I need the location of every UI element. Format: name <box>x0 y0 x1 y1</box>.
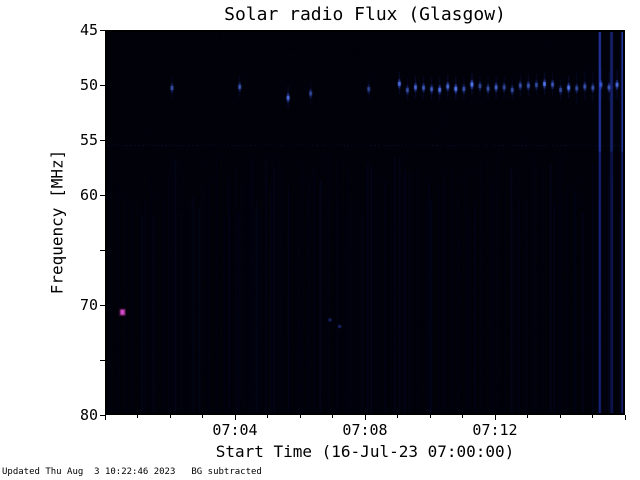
y-tick-label: 55 <box>79 131 98 149</box>
y-tick-label: 45 <box>79 21 98 39</box>
x-axis-tick <box>234 415 236 420</box>
x-axis-tick <box>624 415 626 420</box>
x-axis-label: Start Time (16-Jul-23 07:00:00) <box>215 442 515 461</box>
x-axis-tick <box>364 415 366 420</box>
bg-subtracted-note: BG subtracted <box>191 467 262 477</box>
x-axis-tick <box>169 415 171 418</box>
chart-title: Solar radio Flux (Glasgow) <box>224 4 506 25</box>
y-tick-label: 80 <box>79 406 98 424</box>
x-axis-tick <box>462 415 463 418</box>
updated-timestamp: Updated Thu Aug 3 10:22:46 2023 <box>2 467 176 477</box>
x-axis-tick <box>397 415 398 418</box>
footer: Updated Thu Aug 3 10:22:46 2023 BG subtra… <box>2 467 262 477</box>
x-axis-tick <box>137 415 138 418</box>
x-axis-tick <box>267 415 268 418</box>
x-axis-tick <box>559 415 561 418</box>
x-axis-tick <box>494 415 496 420</box>
x-axis-tick <box>299 415 301 418</box>
y-tick-label: 70 <box>79 296 98 314</box>
x-axis-tick <box>429 415 431 418</box>
x-tick-label: 07:04 <box>212 421 258 439</box>
plot-area <box>105 30 625 415</box>
x-axis-tick <box>332 415 333 418</box>
x-axis-tick <box>592 415 593 418</box>
x-axis-tick <box>527 415 528 418</box>
y-tick-label: 50 <box>79 76 98 94</box>
y-axis-label: Frequency [MHz] <box>47 149 67 295</box>
x-tick-label: 07:12 <box>472 421 518 439</box>
x-tick-label: 07:08 <box>342 421 388 439</box>
spectrogram-canvas <box>107 32 623 413</box>
x-axis-tick <box>104 415 106 420</box>
x-axis-tick <box>202 415 203 418</box>
